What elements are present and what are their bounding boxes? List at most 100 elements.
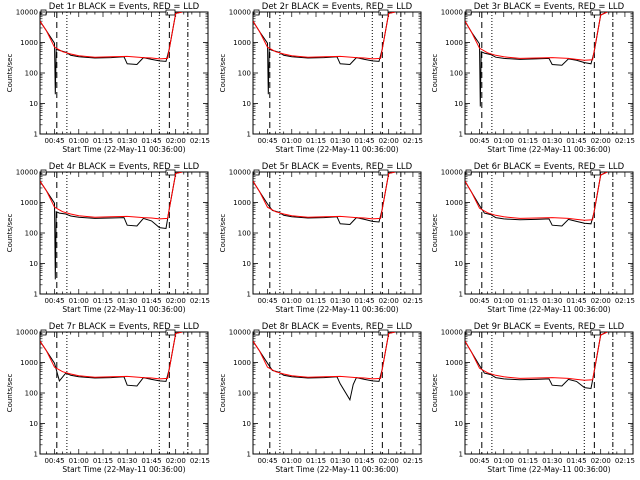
x-tick-label: 01:45 — [141, 137, 161, 145]
y-axis-label: Counts/sec — [6, 54, 14, 93]
plot-frame — [464, 11, 634, 135]
y-tick-label: 10000 — [229, 169, 251, 177]
y-tick-label: 10 — [242, 260, 251, 268]
x-tick-label: 01:30 — [117, 137, 137, 145]
y-axis-label: Counts/sec — [431, 54, 439, 93]
series-lld-line — [40, 172, 183, 220]
series-events-line — [40, 172, 183, 280]
y-axis-label: Counts/sec — [219, 214, 227, 253]
x-tick-label: 01:15 — [518, 297, 538, 305]
y-tick-label: 10000 — [229, 329, 251, 337]
y-tick-label: 1 — [247, 451, 251, 459]
x-tick-label: 01:45 — [566, 457, 586, 465]
plot-frame — [464, 331, 634, 455]
chart-panel-9: Det 9r BLACK = Events, RED = LLD 1 10 100 10… — [431, 322, 635, 474]
x-tick-label: 01:45 — [354, 137, 374, 145]
series-lld-line — [40, 332, 183, 380]
x-tick-label: 02:15 — [615, 457, 635, 465]
x-tick-label: 01:30 — [330, 297, 350, 305]
y-tick-label: 1 — [459, 131, 463, 139]
plot-frame — [252, 11, 422, 135]
series-events-line — [253, 12, 396, 95]
y-tick-label: 10 — [242, 420, 251, 428]
y-tick-label: 10 — [242, 100, 251, 108]
chart-panel-3: Det 3r BLACK = Events, RED = LLD 1 10 100 10… — [431, 2, 635, 154]
y-tick-label: 10 — [454, 100, 463, 108]
chart-panel-4: Det 4r BLACK = Events, RED = LLD 1 10 100 10… — [6, 162, 210, 314]
panel-title: Det 6r BLACK = Events, RED = LLD — [474, 162, 625, 172]
marker-box-left — [465, 169, 472, 176]
x-tick-label: 01:15 — [306, 297, 326, 305]
x-tick-label: 01:30 — [330, 457, 350, 465]
marker-box-left — [40, 329, 47, 336]
marker-box-right — [378, 329, 389, 336]
x-axis-label: Start Time (22-May-11 00:36:00) — [275, 305, 398, 314]
y-tick-label: 1 — [459, 451, 463, 459]
x-tick-label: 01:30 — [330, 137, 350, 145]
x-tick-label: 02:00 — [591, 297, 611, 305]
y-tick-label: 1000 — [20, 39, 38, 47]
y-tick-label: 100 — [450, 70, 463, 78]
y-tick-label: 10 — [29, 100, 38, 108]
series-events-line — [465, 332, 608, 390]
x-axis-label: Start Time (22-May-11 00:36:00) — [275, 465, 398, 474]
panel-title: Det 9r BLACK = Events, RED = LLD — [474, 322, 625, 332]
y-tick-label: 100 — [238, 70, 251, 78]
panel-title: Det 8r BLACK = Events, RED = LLD — [262, 322, 413, 332]
x-tick-label: 01:15 — [93, 457, 113, 465]
y-axis-label: Counts/sec — [219, 54, 227, 93]
x-tick-label: 02:15 — [615, 137, 635, 145]
x-tick-label: 02:00 — [166, 297, 186, 305]
y-tick-label: 100 — [238, 230, 251, 238]
x-tick-label: 02:15 — [403, 457, 423, 465]
x-axis-label: Start Time (22-May-11 00:36:00) — [62, 145, 185, 154]
panel-title: Det 1r BLACK = Events, RED = LLD — [49, 2, 200, 12]
x-tick-label: 00:45 — [44, 457, 64, 465]
y-tick-label: 1000 — [445, 39, 463, 47]
x-tick-label: 00:45 — [257, 297, 277, 305]
series-lld-line — [465, 12, 608, 61]
x-tick-label: 02:00 — [166, 137, 186, 145]
y-tick-label: 1000 — [233, 359, 251, 367]
y-tick-label: 10000 — [441, 169, 463, 177]
x-tick-label: 01:30 — [117, 297, 137, 305]
series-lld-line — [465, 332, 608, 381]
y-tick-label: 100 — [238, 390, 251, 398]
x-tick-label: 00:45 — [469, 457, 489, 465]
x-tick-label: 01:45 — [566, 297, 586, 305]
y-axis-label: Counts/sec — [431, 374, 439, 413]
y-tick-label: 10000 — [16, 9, 38, 17]
x-axis-label: Start Time (22-May-11 00:36:00) — [62, 465, 185, 474]
series-lld-line — [40, 12, 183, 60]
x-tick-label: 01:00 — [69, 297, 89, 305]
y-tick-label: 100 — [25, 230, 38, 238]
marker-box-left — [40, 9, 47, 16]
x-tick-label: 02:15 — [190, 457, 210, 465]
x-tick-label: 02:00 — [379, 297, 399, 305]
x-tick-label: 01:45 — [141, 297, 161, 305]
y-tick-label: 10 — [29, 420, 38, 428]
x-tick-label: 01:15 — [93, 297, 113, 305]
series-events-line — [465, 172, 608, 227]
y-tick-label: 1000 — [445, 199, 463, 207]
y-tick-label: 1 — [34, 451, 38, 459]
plot-frame — [39, 11, 209, 135]
y-tick-label: 10000 — [16, 169, 38, 177]
marker-box-left — [253, 9, 260, 16]
x-tick-label: 01:00 — [282, 297, 302, 305]
y-axis-label: Counts/sec — [6, 374, 14, 413]
x-tick-label: 02:00 — [166, 457, 186, 465]
y-axis-label: Counts/sec — [431, 214, 439, 253]
y-tick-label: 10 — [454, 420, 463, 428]
x-tick-label: 00:45 — [44, 297, 64, 305]
x-axis-label: Start Time (22-May-11 00:36:00) — [487, 145, 610, 154]
marker-box-left — [253, 169, 260, 176]
x-tick-label: 00:45 — [469, 137, 489, 145]
x-tick-label: 01:15 — [518, 137, 538, 145]
x-tick-label: 01:15 — [93, 137, 113, 145]
x-tick-label: 01:45 — [141, 457, 161, 465]
panel-title: Det 2r BLACK = Events, RED = LLD — [262, 2, 413, 12]
chart-panel-2: Det 2r BLACK = Events, RED = LLD 1 10 100 10… — [219, 2, 423, 154]
series-lld-line — [253, 172, 396, 220]
marker-box-right — [590, 329, 601, 336]
